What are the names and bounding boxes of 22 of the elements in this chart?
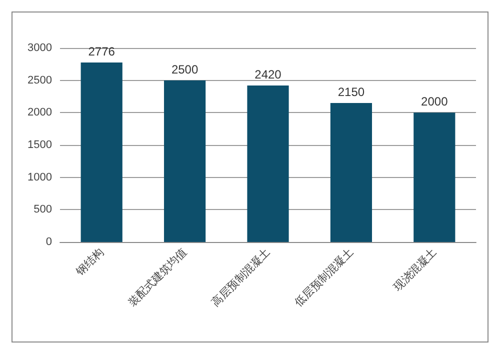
y-tick-label: 0	[46, 236, 52, 248]
data-label: 2150	[338, 84, 365, 99]
y-tick-label: 2000	[28, 106, 52, 119]
bar	[330, 102, 372, 242]
y-tick-label: 500	[34, 204, 52, 216]
data-label: 2000	[421, 94, 448, 109]
y-tick-label: 2500	[28, 74, 52, 86]
x-tick-label: 高层预制混凝土	[208, 245, 273, 310]
y-tick-label: 1000	[28, 171, 52, 184]
bar	[414, 112, 456, 242]
bar	[80, 62, 122, 242]
data-label: 2500	[171, 62, 198, 76]
y-tick-label: 1500	[28, 139, 52, 151]
data-label: 2776	[88, 44, 116, 58]
bar	[247, 86, 289, 242]
bar	[164, 80, 206, 242]
y-tick-label: 3000	[28, 42, 52, 54]
x-tick-label: 低层预制混凝土	[292, 245, 356, 310]
x-tick-label: 现浇混凝土	[390, 245, 439, 294]
x-tick-label: 装配式建筑均值	[126, 245, 190, 310]
data-label: 2420	[254, 68, 282, 82]
x-tick-label: 钢结构	[72, 245, 106, 279]
